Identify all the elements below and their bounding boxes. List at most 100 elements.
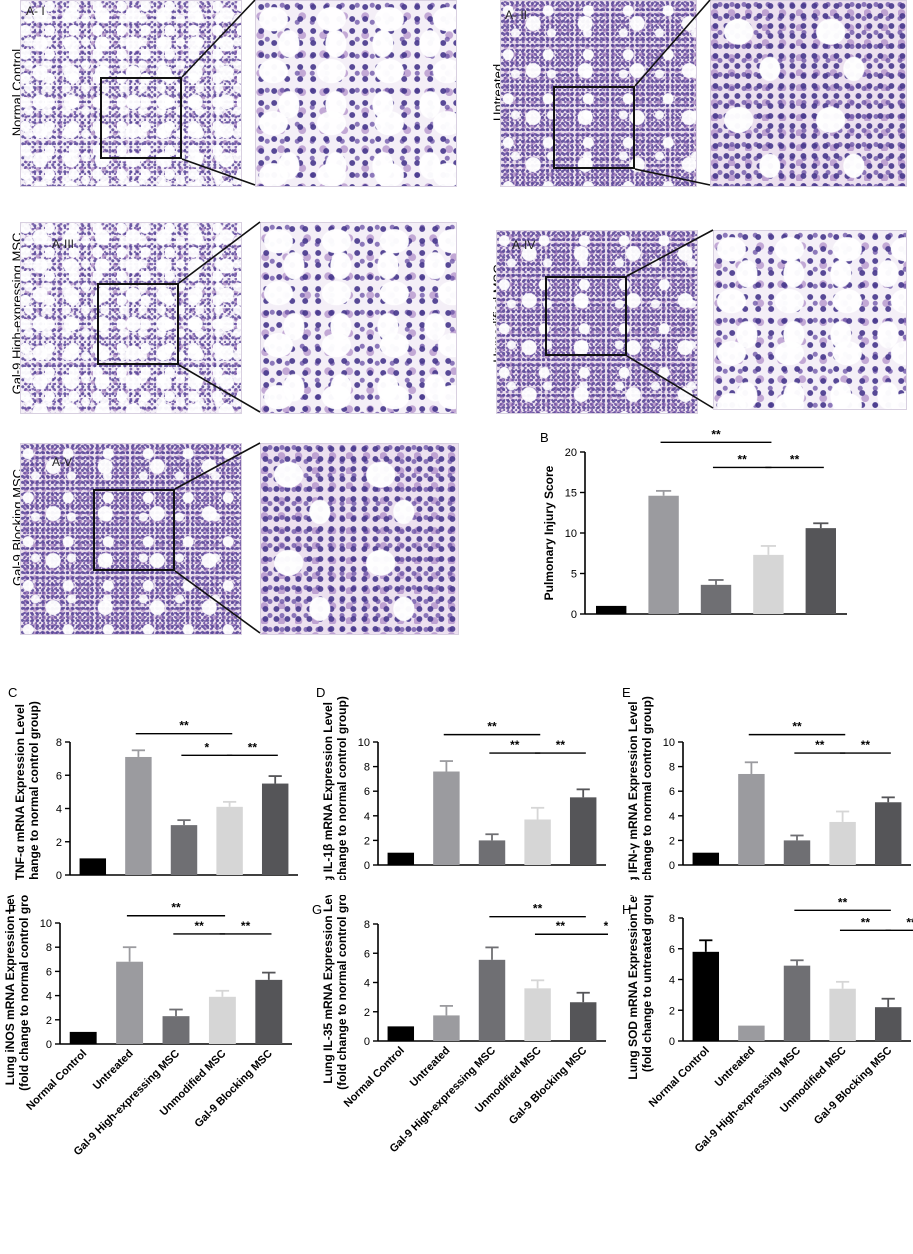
bar-4 bbox=[524, 819, 551, 865]
y-tick-label: 6 bbox=[364, 786, 370, 798]
x-tick-label: Untreated bbox=[408, 1045, 453, 1090]
y-tick-label: 4 bbox=[364, 811, 370, 823]
y-tick-label: 4 bbox=[364, 978, 370, 990]
micrograph-untreated-high bbox=[710, 0, 907, 187]
y-tick-label: 0 bbox=[46, 1039, 52, 1051]
connector-line bbox=[174, 570, 261, 634]
y-tick-label: 8 bbox=[56, 737, 62, 749]
bar-3 bbox=[783, 965, 811, 1041]
bar-4 bbox=[829, 988, 856, 1041]
micrograph-gal9-blocking-low bbox=[20, 443, 242, 635]
connector-line bbox=[634, 168, 711, 186]
bar-5 bbox=[569, 1002, 597, 1041]
significance-label: ** bbox=[711, 427, 721, 441]
y-tick-label: 10 bbox=[565, 528, 577, 540]
significance-label: ** bbox=[792, 720, 802, 734]
zoom-box-a-iv bbox=[545, 276, 627, 356]
y-axis-label: Lung IL-1β mRNA Expression Level bbox=[321, 702, 335, 880]
micrograph-unmodified-high bbox=[713, 230, 907, 410]
y-tick-label: 6 bbox=[46, 966, 52, 978]
panel-letter-c: C bbox=[8, 685, 18, 700]
panel-letter-h: H bbox=[622, 902, 632, 917]
panel-letter-g: G bbox=[312, 902, 323, 917]
significance-label: ** bbox=[171, 901, 181, 915]
significance-label: * bbox=[604, 919, 608, 933]
connector-line bbox=[634, 0, 711, 87]
y-tick-label: 8 bbox=[669, 762, 675, 774]
significance-label: ** bbox=[790, 452, 800, 466]
y-tick-label: 2 bbox=[364, 835, 370, 847]
significance-label: ** bbox=[861, 915, 871, 929]
micrograph-untreated-low bbox=[500, 0, 697, 187]
bar-2 bbox=[738, 1025, 765, 1041]
bar-5 bbox=[261, 783, 289, 875]
y-tick-label: 0 bbox=[571, 609, 577, 621]
micrograph-normal-control-low bbox=[20, 0, 242, 187]
significance-label: ** bbox=[738, 452, 748, 466]
significance-label: ** bbox=[241, 919, 251, 933]
y-axis-label-2: (fold change to normal control group) bbox=[335, 895, 349, 1090]
y-axis-label-2: (fold change to normal control group) bbox=[27, 701, 41, 880]
chart-tnf-alpha: 0 2 4 6 8 Lung TNF-α mRNA Expression Level (fo… bbox=[13, 701, 298, 880]
y-tick-label: 2 bbox=[669, 835, 675, 847]
y-tick-label: 0 bbox=[56, 870, 62, 880]
y-tick-label: 15 bbox=[565, 488, 577, 500]
zoom-box-a-i bbox=[100, 77, 182, 159]
y-tick-label: 20 bbox=[565, 447, 577, 459]
bar-5 bbox=[255, 979, 283, 1044]
y-tick-label: 6 bbox=[669, 786, 675, 798]
y-tick-label: 6 bbox=[56, 770, 62, 782]
connector-line bbox=[174, 442, 261, 490]
bar-1 bbox=[387, 1026, 415, 1041]
bar-2 bbox=[116, 961, 144, 1044]
micrograph-gal9-blocking-high bbox=[260, 443, 459, 635]
y-tick-label: 2 bbox=[46, 1015, 52, 1027]
y-axis-label: Lung IL-35 mRNA Expression Level bbox=[321, 895, 335, 1084]
panel-letter-d: D bbox=[316, 685, 326, 700]
significance-label: * bbox=[204, 740, 209, 754]
bar-1 bbox=[596, 605, 627, 614]
bar-3 bbox=[478, 840, 506, 865]
y-tick-label: 8 bbox=[46, 942, 52, 954]
chart-pulmonary-injury-score: 0 5 10 15 20 Pulmonary Injury Score ** ** ** bbox=[542, 427, 847, 621]
significance-label: ** bbox=[906, 915, 913, 929]
connector-line bbox=[181, 158, 256, 186]
significance-label: ** bbox=[487, 720, 497, 734]
y-tick-label: 10 bbox=[663, 737, 675, 749]
significance-label: ** bbox=[195, 919, 205, 933]
bar-1 bbox=[69, 1031, 97, 1044]
bar-4 bbox=[753, 554, 784, 614]
panel-letter-b: B bbox=[540, 430, 549, 445]
y-tick-label: 4 bbox=[46, 991, 52, 1003]
panel-label-a-iii: A-III bbox=[52, 237, 75, 251]
panel-label-a-ii: A- II bbox=[505, 8, 528, 22]
y-axis-label-2: (fold change to normal control group) bbox=[335, 696, 349, 880]
panel-label-a-v: A-V bbox=[52, 455, 73, 469]
micrograph-normal-control-high bbox=[255, 0, 457, 187]
y-tick-label: 2 bbox=[364, 1007, 370, 1019]
bar-2 bbox=[738, 773, 765, 865]
y-tick-label: 8 bbox=[364, 762, 370, 774]
y-tick-label: 4 bbox=[669, 811, 675, 823]
bar-1 bbox=[79, 858, 107, 875]
bar-2 bbox=[433, 1015, 460, 1041]
significance-label: ** bbox=[248, 740, 258, 754]
x-tick-label: Normal Control bbox=[647, 1045, 712, 1110]
bar-1 bbox=[692, 852, 720, 865]
y-tick-label: 2 bbox=[56, 837, 62, 849]
bar-2 bbox=[125, 756, 152, 875]
bar-1 bbox=[387, 852, 415, 865]
panel-label-a-i: A- I bbox=[26, 4, 45, 18]
significance-label: ** bbox=[179, 719, 189, 733]
y-tick-label: 6 bbox=[364, 948, 370, 960]
x-tick-label: Untreated bbox=[713, 1045, 758, 1090]
x-tick-label: Normal Control bbox=[342, 1045, 407, 1110]
y-tick-label: 0 bbox=[669, 1036, 675, 1048]
micrograph-unmodified-low bbox=[496, 230, 698, 414]
micrograph-gal9-high-high bbox=[260, 222, 457, 414]
y-axis-label: Lung IFN-γ mRNA Expression Level bbox=[626, 701, 640, 880]
significance-label: ** bbox=[556, 738, 566, 752]
panel-letter-e: E bbox=[622, 685, 631, 700]
significance-label: ** bbox=[861, 738, 871, 752]
y-axis-label: Lung SOD mRNA Expression Level bbox=[626, 895, 640, 1080]
